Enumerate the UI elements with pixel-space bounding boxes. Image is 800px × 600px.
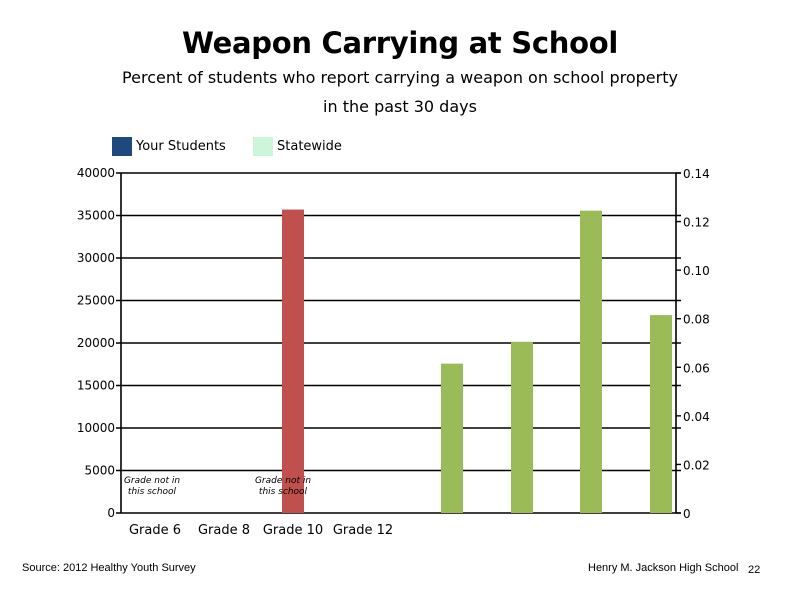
- bar-statewide: [441, 363, 463, 513]
- school-name: Henry M. Jackson High School: [588, 562, 739, 574]
- annotation-line1: Grade not in: [255, 476, 311, 486]
- legend-swatch-your-students: [112, 137, 132, 156]
- left-axis-tick-label: 5000: [84, 464, 115, 478]
- left-axis-tick-label: 0: [107, 506, 115, 520]
- right-axis-tick-label: 0: [683, 507, 691, 521]
- legend-label-statewide: Statewide: [277, 139, 342, 154]
- left-axis-tick-label: 25000: [77, 294, 115, 308]
- left-axis-tick-label: 40000: [77, 166, 115, 180]
- annotation-line1: Grade not in: [124, 476, 180, 486]
- bar-statewide: [650, 315, 672, 513]
- legend-label-your-students: Your Students: [136, 139, 226, 154]
- bar-statewide: [580, 210, 602, 513]
- right-axis-tick-label: 0.04: [683, 410, 710, 424]
- category-label: Grade 10: [263, 523, 323, 538]
- category-label: Grade 12: [333, 523, 393, 538]
- page-number: 22: [748, 564, 761, 576]
- chart-title: Weapon Carrying at School: [182, 26, 618, 60]
- bar-your-students: [282, 209, 304, 514]
- left-axis-tick-label: 35000: [77, 209, 115, 223]
- left-axis-tick-label: 30000: [77, 251, 115, 265]
- right-axis-tick-label: 0.02: [683, 458, 710, 472]
- left-axis-tick-label: 15000: [77, 379, 115, 393]
- bar-statewide: [511, 341, 533, 513]
- right-axis-tick-label: 0.08: [683, 313, 710, 327]
- left-axis-tick-label: 10000: [77, 421, 115, 435]
- legend-swatch-statewide: [253, 137, 273, 156]
- right-axis-tick-label: 0.06: [683, 361, 710, 375]
- left-axis-tick-label: 20000: [77, 336, 115, 350]
- category-label: Grade 8: [198, 523, 250, 538]
- chart-subtitle-line1: Percent of students who report carrying …: [122, 68, 678, 87]
- category-label: Grade 6: [129, 523, 181, 538]
- right-axis-tick-label: 0.14: [683, 167, 710, 181]
- right-axis-tick-label: 0.10: [683, 264, 710, 278]
- annotation-line2: this school: [128, 487, 177, 497]
- chart-subtitle-line2: in the past 30 days: [323, 97, 477, 116]
- annotation-line2: this school: [259, 487, 308, 497]
- right-axis-tick-label: 0.12: [683, 216, 710, 230]
- source-note: Source: 2012 Healthy Youth Survey: [22, 562, 196, 574]
